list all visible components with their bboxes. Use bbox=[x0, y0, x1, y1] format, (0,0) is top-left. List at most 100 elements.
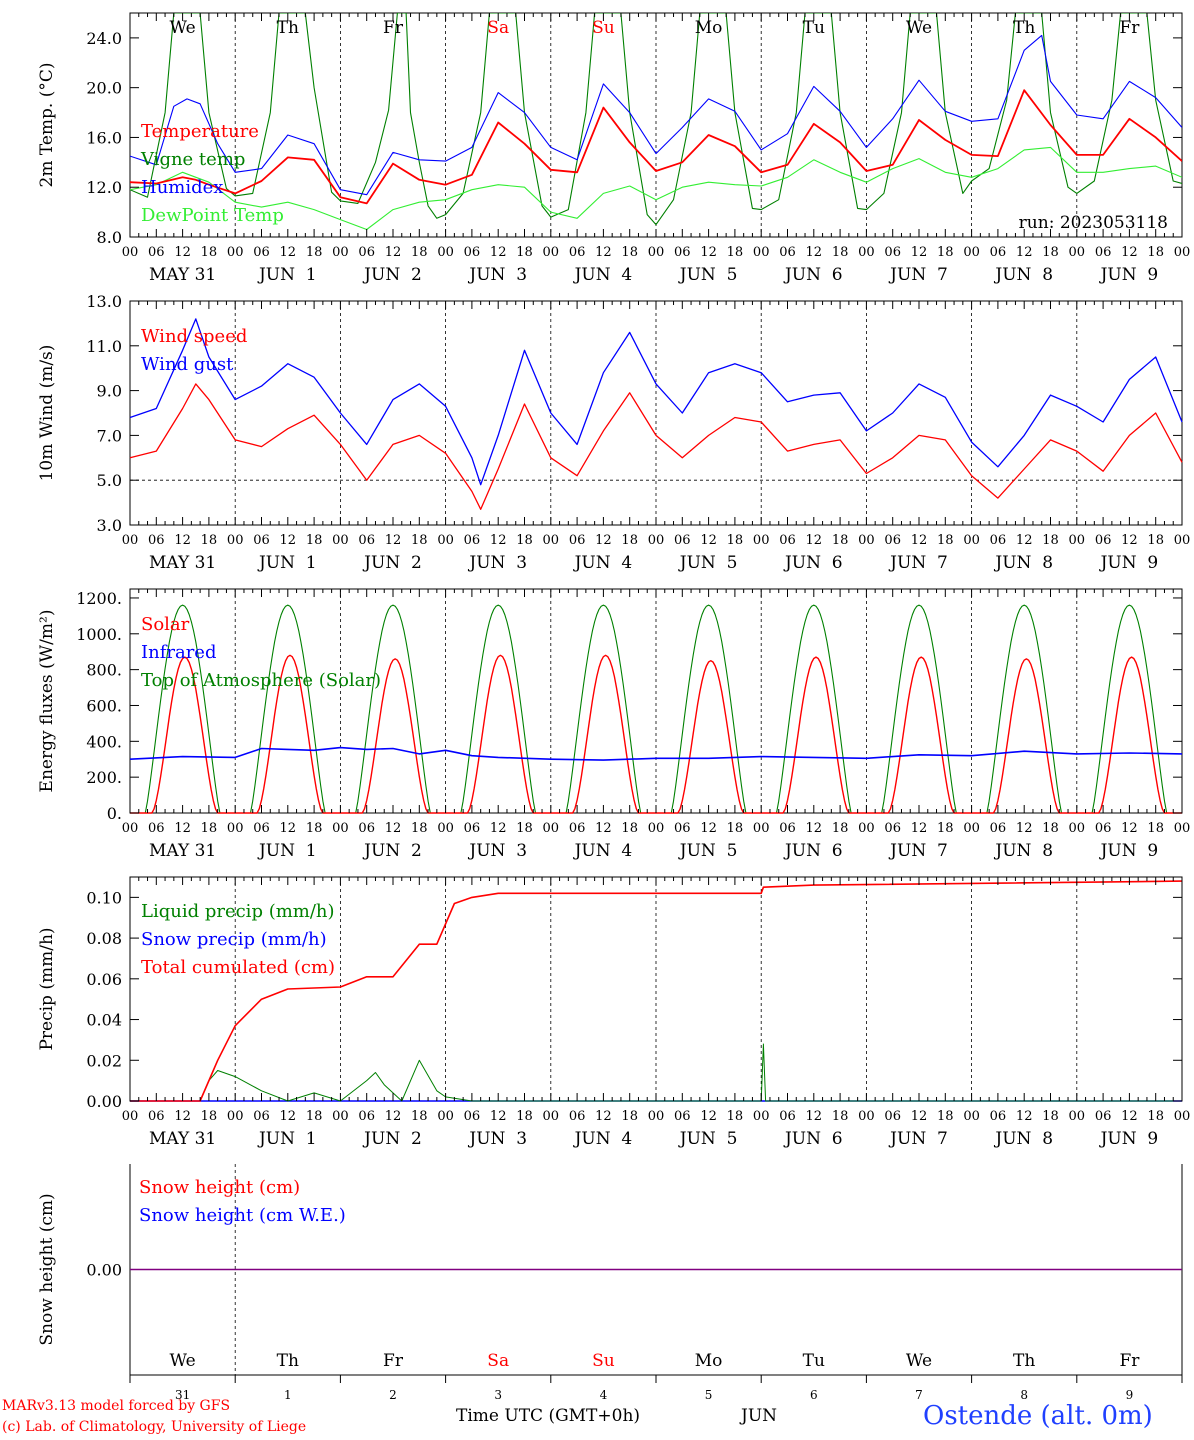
y-axis-label: Energy fluxes (W/m²) bbox=[37, 610, 57, 793]
hour-tick-label: 06 bbox=[464, 1109, 481, 1124]
hour-tick-label: 06 bbox=[779, 533, 796, 548]
series-top-of-atmosphere-solar bbox=[656, 604, 762, 814]
series-top-of-atmosphere-solar bbox=[1076, 604, 1182, 814]
hour-tick-label: 12 bbox=[1016, 245, 1033, 260]
day-of-week-label: Fr bbox=[383, 18, 404, 38]
legend-liquid-precip-mm-h-: Liquid precip (mm/h) bbox=[141, 901, 335, 922]
date-label: JUN 6 bbox=[783, 553, 843, 573]
day-of-week-label: We bbox=[906, 18, 932, 38]
hour-tick-label: 06 bbox=[148, 1109, 165, 1124]
y-axis-label: Snow height (cm) bbox=[37, 1193, 57, 1345]
hour-tick-label: 06 bbox=[358, 245, 375, 260]
hour-tick-label: 18 bbox=[306, 533, 323, 548]
y-tick-label: 13.0 bbox=[86, 292, 122, 311]
series-solar bbox=[550, 654, 656, 814]
legend-total-cumulated-cm-: Total cumulated (cm) bbox=[141, 957, 335, 978]
legend-top-of-atmosphere-solar-: Top of Atmosphere (Solar) bbox=[141, 670, 381, 691]
hour-tick-label: 00 bbox=[753, 821, 770, 836]
panel-wind: 3.0 5.0 7.0 9.0 11.0 13.0 10m Wind (m/s) 00 06 12… bbox=[37, 292, 1190, 573]
hour-tick-label: 18 bbox=[937, 533, 954, 548]
series-top-of-atmosphere-solar bbox=[340, 604, 446, 814]
hour-tick-label: 00 bbox=[543, 533, 560, 548]
hour-tick-label: 00 bbox=[122, 821, 139, 836]
hour-tick-label: 06 bbox=[569, 1109, 586, 1124]
hour-tick-label: 12 bbox=[490, 245, 507, 260]
y-tick-label: 600. bbox=[86, 696, 122, 715]
y-tick-label: 800. bbox=[86, 661, 122, 680]
y-tick-label: 0.02 bbox=[86, 1051, 122, 1070]
date-label: JUN 7 bbox=[888, 553, 948, 573]
legend-snow-height-cm-: Snow height (cm) bbox=[139, 1177, 300, 1198]
date-label: JUN 4 bbox=[573, 265, 633, 285]
date-label: JUN 4 bbox=[573, 1129, 633, 1149]
hour-tick-label: 18 bbox=[727, 533, 744, 548]
series-solar bbox=[340, 658, 446, 814]
legend-wind-speed: Wind speed bbox=[141, 326, 247, 347]
legend-solar: Solar bbox=[141, 614, 190, 635]
hour-tick-label: 06 bbox=[148, 821, 165, 836]
y-axis-label: 2m Temp. (°C) bbox=[37, 62, 57, 187]
hour-tick-label: 06 bbox=[1095, 821, 1112, 836]
panel-energy: 0. 200. 400. 600. 800. 1000. 1200. Energy fluxe… bbox=[37, 588, 1190, 861]
model-credit: MARv3.13 model forced by GFS bbox=[2, 1398, 231, 1414]
date-label: JUN 5 bbox=[678, 553, 738, 573]
hour-tick-label: 18 bbox=[411, 533, 428, 548]
hour-tick-label: 06 bbox=[253, 533, 270, 548]
hour-tick-label: 00 bbox=[753, 1109, 770, 1124]
legend-vigne-temp: Vigne temp bbox=[140, 149, 245, 170]
date-label: JUN 9 bbox=[1099, 553, 1159, 573]
hour-tick-label: 00 bbox=[753, 245, 770, 260]
hour-tick-label: 12 bbox=[700, 245, 717, 260]
hour-tick-label: 00 bbox=[648, 1109, 665, 1124]
hour-tick-label: 00 bbox=[227, 533, 244, 548]
hour-tick-label: 06 bbox=[464, 821, 481, 836]
day-of-week-label: We bbox=[906, 1351, 932, 1371]
hour-tick-label: 18 bbox=[1042, 821, 1059, 836]
hour-tick-label: 18 bbox=[832, 533, 849, 548]
date-label: JUN 8 bbox=[993, 1129, 1053, 1149]
month-label: JUN bbox=[741, 1406, 778, 1426]
hour-tick-label: 06 bbox=[569, 533, 586, 548]
hour-tick-label: 06 bbox=[674, 533, 691, 548]
hour-tick-label: 00 bbox=[1174, 1109, 1191, 1124]
hour-tick-label: 18 bbox=[621, 533, 638, 548]
hour-tick-label: 18 bbox=[832, 1109, 849, 1124]
hour-tick-label: 00 bbox=[1069, 1109, 1086, 1124]
y-axis-label: 10m Wind (m/s) bbox=[37, 345, 57, 482]
y-tick-label: 0.10 bbox=[86, 888, 122, 907]
hour-tick-label: 00 bbox=[858, 533, 875, 548]
hour-tick-label: 12 bbox=[700, 533, 717, 548]
date-label: JUN 5 bbox=[678, 1129, 738, 1149]
hour-tick-label: 18 bbox=[306, 245, 323, 260]
date-label: JUN 1 bbox=[257, 265, 317, 285]
hour-tick-label: 00 bbox=[963, 533, 980, 548]
hour-tick-label: 18 bbox=[516, 533, 533, 548]
series-wind-speed bbox=[129, 383, 1183, 510]
date-label: JUN 2 bbox=[362, 841, 422, 861]
series-top-of-atmosphere-solar bbox=[445, 604, 551, 814]
hour-tick-label: 12 bbox=[280, 245, 297, 260]
date-label: JUN 7 bbox=[888, 841, 948, 861]
hour-tick-label: 00 bbox=[648, 821, 665, 836]
day-of-week-label: Fr bbox=[383, 1351, 404, 1371]
date-label: JUN 4 bbox=[573, 841, 633, 861]
day-of-week-label: We bbox=[170, 18, 196, 38]
y-tick-label: 5.0 bbox=[97, 471, 122, 490]
date-label: JUN 7 bbox=[888, 1129, 948, 1149]
hour-tick-label: 12 bbox=[490, 1109, 507, 1124]
y-tick-label: 3.0 bbox=[97, 516, 122, 535]
hour-tick-label: 06 bbox=[990, 533, 1007, 548]
y-tick-label: 0. bbox=[107, 804, 122, 823]
hour-tick-label: 18 bbox=[621, 821, 638, 836]
hour-tick-label: 12 bbox=[1016, 533, 1033, 548]
hour-tick-label: 06 bbox=[674, 821, 691, 836]
hour-tick-label: 12 bbox=[490, 821, 507, 836]
hour-tick-label: 06 bbox=[990, 245, 1007, 260]
hour-tick-label: 00 bbox=[963, 245, 980, 260]
hour-tick-label: 18 bbox=[1042, 1109, 1059, 1124]
day-of-week-label: Mo bbox=[695, 1351, 723, 1371]
series-solar bbox=[656, 660, 762, 814]
legend-snow-height-cm-w-e-: Snow height (cm W.E.) bbox=[139, 1205, 346, 1226]
day-number-label: 5 bbox=[705, 1388, 713, 1402]
